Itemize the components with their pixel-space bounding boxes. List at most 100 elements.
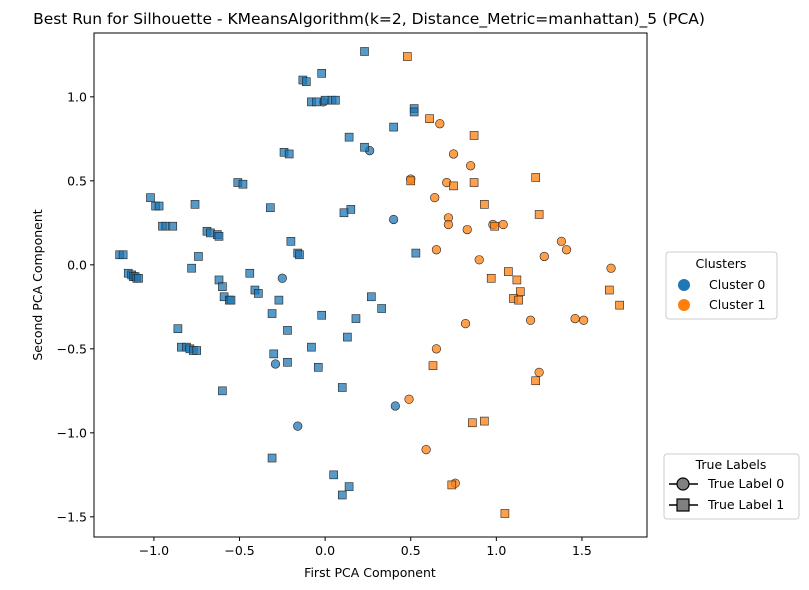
point-cluster-1-label-0 <box>525 315 536 325</box>
point-cluster-0-label-1 <box>284 149 294 159</box>
point-cluster-0-label-1 <box>313 363 323 372</box>
point-cluster-1-label-0 <box>561 245 572 255</box>
point-cluster-1-label-0 <box>404 394 414 404</box>
point-cluster-0-label-0 <box>293 421 303 431</box>
point-cluster-1-label-0 <box>460 319 471 329</box>
data-points <box>115 47 624 518</box>
point-cluster-0-label-1 <box>283 326 292 335</box>
point-cluster-0-label-1 <box>168 221 178 231</box>
point-cluster-0-label-1 <box>283 357 292 367</box>
point-cluster-0-label-1 <box>351 314 361 323</box>
point-cluster-1-label-0 <box>431 344 442 354</box>
point-cluster-0-label-1 <box>267 309 277 318</box>
point-cluster-0-label-1 <box>190 200 200 209</box>
point-cluster-0-label-1 <box>238 179 248 189</box>
point-cluster-0-label-1 <box>267 453 277 463</box>
legend-clusters-title: Clusters <box>696 256 747 271</box>
point-cluster-1-label-1 <box>406 176 416 186</box>
point-cluster-0-label-1 <box>367 292 376 302</box>
point-cluster-0-label-1 <box>286 237 296 246</box>
point-cluster-1-label-0 <box>570 314 580 324</box>
point-cluster-1-label-1 <box>514 295 523 305</box>
legend-true-label-1-marker <box>676 498 690 512</box>
point-cluster-1-label-1 <box>504 267 513 276</box>
point-cluster-0-label-1 <box>274 295 284 305</box>
point-cluster-0-label-1 <box>295 250 304 260</box>
point-cluster-1-label-0 <box>534 367 544 377</box>
point-cluster-1-label-0 <box>474 255 484 265</box>
point-cluster-1-label-0 <box>448 149 459 159</box>
point-cluster-0-label-1 <box>389 122 398 132</box>
point-cluster-0-label-1 <box>214 231 224 241</box>
point-cluster-0-label-1 <box>331 95 340 105</box>
point-cluster-0-label-1 <box>218 386 227 396</box>
point-cluster-0-label-1 <box>301 77 311 87</box>
legend-clusters: Clusters Cluster 0 Cluster 1 <box>665 251 778 320</box>
point-cluster-0-label-1 <box>344 132 354 142</box>
legend-true-label-0-marker <box>676 477 690 491</box>
point-cluster-1-label-0 <box>462 224 472 235</box>
chart-title: Best Run for Silhouette - KMeansAlgorith… <box>33 10 705 29</box>
y-axis-ticks: −1.5 −1.0 −0.5 0.0 0.5 1.0 <box>57 89 94 524</box>
legend-true-label-1-label: True Label 1 <box>707 497 784 512</box>
point-cluster-1-label-1 <box>490 221 499 231</box>
point-cluster-1-label-1 <box>480 200 489 209</box>
point-cluster-1-label-1 <box>480 416 489 426</box>
point-cluster-0-label-0 <box>390 401 400 411</box>
point-cluster-1-label-1 <box>615 300 624 310</box>
x-tick-label: 0.0 <box>315 543 335 558</box>
point-cluster-0-label-1 <box>337 383 347 392</box>
x-tick-label: 1.0 <box>486 543 506 558</box>
point-cluster-1-label-1 <box>403 52 412 61</box>
point-cluster-1-label-0 <box>421 445 431 455</box>
legend-cluster-1-label: Cluster 1 <box>709 297 765 312</box>
y-tick-label: −1.5 <box>57 509 87 524</box>
y-tick-label: −1.0 <box>57 425 87 440</box>
point-cluster-1-label-0 <box>435 119 445 129</box>
x-tick-label: −0.5 <box>224 543 254 558</box>
point-cluster-1-label-1 <box>449 181 458 191</box>
legend-cluster-1-marker <box>678 299 690 311</box>
y-tick-label: 1.0 <box>67 89 87 104</box>
point-cluster-1-label-0 <box>466 161 476 171</box>
point-cluster-0-label-1 <box>134 273 143 283</box>
point-cluster-0-label-1 <box>409 107 419 117</box>
point-cluster-1-label-0 <box>556 236 566 246</box>
point-cluster-0-label-0 <box>277 273 287 283</box>
point-cluster-0-label-1 <box>411 248 421 258</box>
x-tick-label: −1.0 <box>139 543 169 558</box>
x-axis-title: First PCA Component <box>304 565 436 580</box>
point-cluster-1-label-1 <box>425 114 434 123</box>
point-cluster-0-label-1 <box>339 208 349 218</box>
point-cluster-0-label-1 <box>377 304 386 313</box>
x-tick-label: 0.5 <box>401 543 421 558</box>
point-cluster-1-label-1 <box>516 287 525 297</box>
point-cluster-0-label-1 <box>154 201 164 211</box>
point-cluster-1-label-0 <box>431 245 442 255</box>
legend-true-label-0-label: True Label 0 <box>707 476 784 491</box>
point-cluster-1-label-0 <box>430 193 440 203</box>
y-tick-label: 0.5 <box>67 173 87 188</box>
point-cluster-0-label-1 <box>146 193 155 202</box>
point-cluster-0-label-1 <box>266 203 275 213</box>
y-tick-label: 0.0 <box>67 257 87 272</box>
plot-frame <box>93 32 648 538</box>
legend-clusters-box <box>665 251 778 320</box>
point-cluster-1-label-1 <box>512 275 522 285</box>
point-cluster-1-label-1 <box>531 173 541 182</box>
point-cluster-0-label-1 <box>317 69 327 78</box>
point-cluster-1-label-1 <box>447 480 457 490</box>
point-cluster-0-label-1 <box>329 470 338 480</box>
point-cluster-1-label-1 <box>500 509 510 518</box>
point-cluster-0-label-1 <box>226 295 236 305</box>
legend-true-labels-box <box>663 453 800 520</box>
y-tick-label: −0.5 <box>57 341 87 356</box>
point-cluster-1-label-1 <box>468 418 477 428</box>
point-cluster-1-label-0 <box>606 263 616 273</box>
x-axis-ticks: −1.0 −0.5 0.0 0.5 1.0 1.5 <box>139 537 592 558</box>
point-cluster-0-label-0 <box>270 359 281 369</box>
point-cluster-1-label-0 <box>579 315 589 325</box>
point-cluster-0-label-1 <box>254 289 263 298</box>
point-cluster-1-label-0 <box>443 219 453 230</box>
